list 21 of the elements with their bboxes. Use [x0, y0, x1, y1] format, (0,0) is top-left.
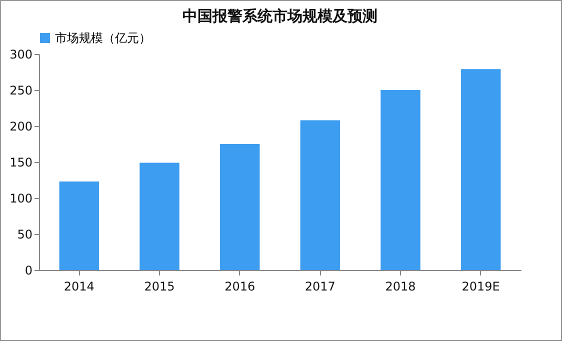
x-tick-label: 2017 — [304, 280, 336, 294]
x-tick-label: 2016 — [224, 280, 256, 294]
bar — [140, 162, 180, 270]
y-tick-label: 200 — [10, 120, 32, 134]
x-tick-label: 2014 — [64, 280, 94, 294]
bar — [220, 144, 260, 270]
chart-title: 中国报警系统市场规模及预测 — [182, 7, 378, 25]
bar — [460, 69, 501, 270]
bar — [300, 120, 340, 270]
y-tick-label: 0 — [24, 264, 32, 278]
y-tick-label: 250 — [10, 84, 32, 98]
y-tick-label: 50 — [17, 228, 32, 242]
x-tick-label: 2019E — [462, 280, 500, 294]
y-tick-label: 150 — [10, 156, 32, 170]
legend-label: 市场规模（亿元） — [55, 31, 151, 45]
bar — [59, 181, 100, 270]
bar — [380, 90, 420, 270]
y-tick-label: 100 — [10, 192, 32, 206]
y-tick-label: 300 — [10, 48, 32, 62]
x-tick-label: 2018 — [385, 280, 416, 294]
x-tick-label: 2015 — [144, 280, 175, 294]
